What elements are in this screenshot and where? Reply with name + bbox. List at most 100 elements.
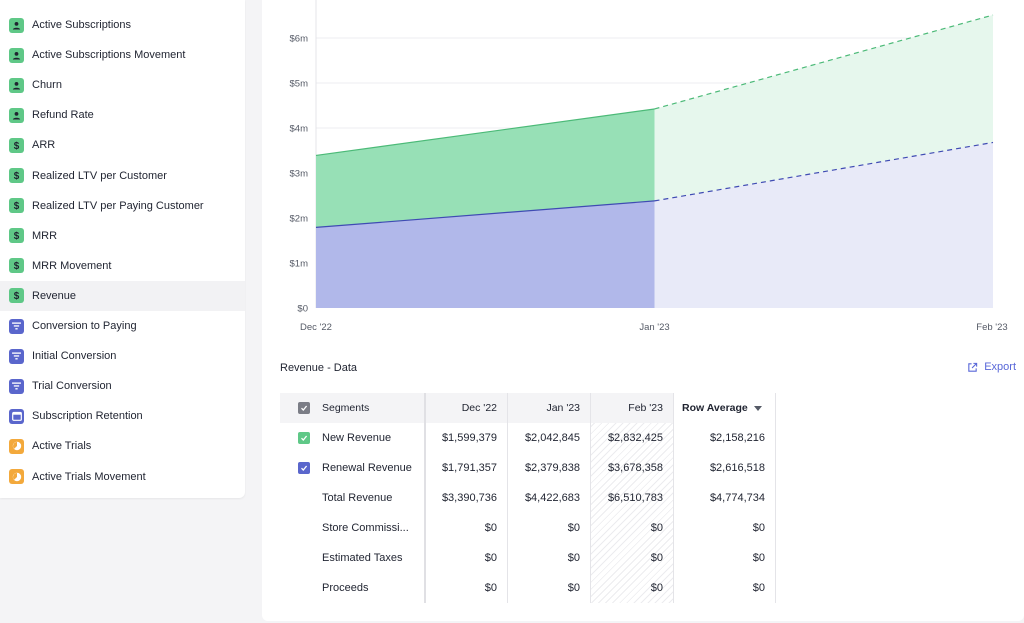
svg-text:$: $ [14, 261, 20, 271]
filter-icon [9, 378, 24, 394]
table-cell: $0 [567, 582, 580, 594]
table-cell: $0 [752, 552, 765, 564]
new-revenue-projected-area [654, 15, 993, 201]
segment-label: Store Commissi... [322, 522, 409, 534]
dollar-icon: $ [9, 258, 24, 274]
clock-icon [9, 438, 24, 454]
new-revenue-line [315, 108, 655, 157]
column-header: Segments [322, 393, 422, 423]
row-average-sort-header[interactable]: Row Average [673, 393, 775, 423]
sidebar-item-refund-rate[interactable]: Refund Rate [0, 100, 245, 130]
table-cell: $2,379,838 [524, 462, 580, 474]
table-row: Total Revenue $3,390,736 $4,422,683 $6,510,… [280, 483, 775, 513]
person-icon [9, 17, 24, 33]
table-cell: $0 [650, 552, 663, 564]
column-header-label: Dec '22 [461, 402, 497, 414]
sidebar-item-mrr[interactable]: $ MRR [0, 221, 245, 251]
sidebar-item-active-subscriptions[interactable]: Active Subscriptions [0, 10, 245, 40]
svg-text:$: $ [14, 171, 20, 181]
filter-icon [9, 348, 24, 364]
sidebar-item-active-trials-movement[interactable]: Active Trials Movement [0, 462, 245, 492]
y-tick-label: $2m [290, 213, 309, 224]
sidebar-item-mrr-movement[interactable]: $ MRR Movement [0, 251, 245, 281]
dollar-icon: $ [9, 168, 24, 183]
table-cell: $6,510,783 [607, 492, 663, 504]
svg-text:$: $ [14, 231, 20, 241]
table-row: Renewal Revenue $1,791,357 $2,379,838 $3,67… [280, 453, 775, 483]
row-checkbox[interactable] [298, 462, 310, 474]
sidebar: Active Subscriptions Active Subscriptions… [0, 0, 245, 498]
svg-text:$: $ [14, 201, 20, 211]
new-revenue-area [316, 108, 655, 228]
dollar-icon: $ [9, 198, 24, 214]
sidebar-item-label: MRR Movement [32, 259, 112, 272]
row-checkbox[interactable] [298, 432, 310, 444]
segment-label: Renewal Revenue [322, 462, 412, 474]
renewal-revenue-line [315, 200, 655, 228]
column-header: Jan '23 [507, 393, 590, 423]
table-row: Estimated Taxes $0 $0 $0 $0 [280, 543, 775, 573]
dollar-icon: $ [9, 228, 24, 244]
column-header: Feb '23 [590, 393, 673, 423]
table-cell: $0 [484, 552, 497, 564]
table-cell: $0 [484, 582, 497, 594]
sidebar-item-initial-conversion[interactable]: Initial Conversion [0, 341, 245, 371]
y-tick-label: $0 [297, 304, 308, 315]
sidebar-item-label: Churn [32, 79, 62, 92]
y-tick-label: $1m [290, 258, 309, 269]
column-header-label: Jan '23 [546, 402, 580, 414]
sidebar-item-realized-ltv-per-customer[interactable]: $ Realized LTV per Customer [0, 161, 245, 191]
segment-label: New Revenue [322, 432, 392, 444]
table-cell: $2,042,845 [524, 432, 580, 444]
table-cell: $3,678,358 [607, 462, 663, 474]
dollar-icon: $ [9, 288, 24, 304]
sidebar-item-churn[interactable]: Churn [0, 70, 245, 100]
renewal-revenue-projected-line [654, 141, 994, 202]
sidebar-item-label: Active Subscriptions Movement [32, 49, 186, 62]
column-divider [424, 393, 426, 603]
sidebar-item-conversion-to-paying[interactable]: Conversion to Paying [0, 311, 245, 341]
sidebar-item-label: Conversion to Paying [32, 320, 137, 332]
person-icon [9, 47, 24, 63]
table-cell: $4,774,734 [709, 492, 765, 504]
sidebar-item-arr[interactable]: $ ARR [0, 130, 245, 160]
table-row: New Revenue $1,599,379 $2,042,845 $2,832,42… [280, 423, 775, 453]
sidebar-item-trial-conversion[interactable]: Trial Conversion [0, 371, 245, 401]
new-revenue-projected-line [654, 14, 994, 110]
header-background [280, 393, 673, 423]
table-cell: $0 [484, 522, 497, 534]
sort-caret-icon [753, 405, 762, 411]
sidebar-item-active-subscriptions-movement[interactable]: Active Subscriptions Movement [0, 40, 245, 70]
sidebar-item-label: Realized LTV per Paying Customer [32, 199, 204, 212]
column-divider [673, 393, 674, 603]
table-cell: $1,791,357 [441, 462, 497, 474]
sidebar-item-revenue[interactable]: $ Revenue [0, 280, 245, 311]
data-table: Segments Dec '22 Jan '23 Feb '23 Row Average… [280, 393, 776, 603]
column-header: Dec '22 [424, 393, 507, 423]
sidebar-item-label: MRR [32, 229, 58, 242]
table-cell: $0 [650, 522, 663, 534]
segment-label: Total Revenue [322, 492, 393, 504]
sidebar-item-subscription-retention[interactable]: Subscription Retention [0, 401, 245, 431]
column-header-label: Row Average [682, 402, 748, 414]
sidebar-item-label: Initial Conversion [32, 350, 117, 363]
y-tick-label: $6m [290, 33, 309, 44]
export-button[interactable]: Export [967, 361, 1016, 373]
table-cell: $2,832,425 [607, 432, 663, 444]
export-label: Export [984, 361, 1016, 373]
table-cell: $0 [752, 522, 765, 534]
sidebar-item-label: Refund Rate [32, 109, 94, 122]
clock-icon [9, 469, 24, 484]
table-cell: $0 [752, 582, 765, 594]
table-header-row: Segments Dec '22 Jan '23 Feb '23 Row Average [280, 393, 775, 423]
segment-label: Estimated Taxes [322, 552, 403, 564]
table-cell: $2,616,518 [709, 462, 765, 474]
column-divider [775, 393, 776, 603]
sidebar-item-active-trials[interactable]: Active Trials [0, 431, 245, 461]
dollar-icon: $ [9, 137, 24, 153]
table-cell: $2,158,216 [709, 432, 765, 444]
sidebar-item-realized-ltv-per-paying-customer[interactable]: $ Realized LTV per Paying Customer [0, 191, 245, 221]
select-all-checkbox[interactable] [298, 402, 310, 414]
table-cell: $3,390,736 [441, 492, 497, 504]
projected-column-hatch [590, 393, 673, 603]
